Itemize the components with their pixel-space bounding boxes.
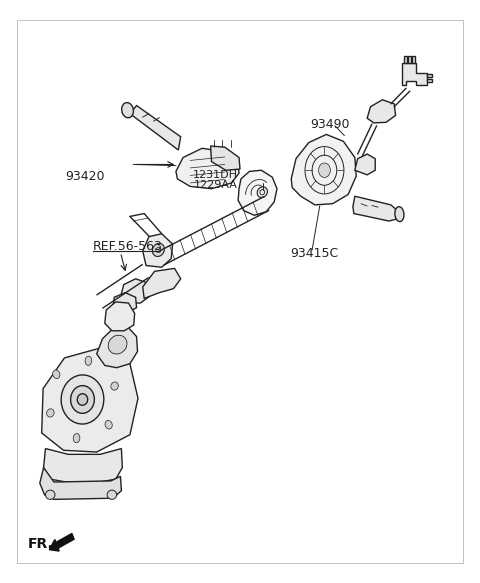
Polygon shape [113, 293, 137, 313]
Ellipse shape [108, 335, 127, 354]
Polygon shape [367, 100, 396, 123]
Ellipse shape [319, 163, 330, 177]
Ellipse shape [107, 490, 117, 500]
Polygon shape [355, 154, 375, 175]
Polygon shape [130, 106, 180, 150]
Text: REF.56-563: REF.56-563 [93, 240, 163, 253]
Polygon shape [96, 326, 137, 368]
Polygon shape [40, 468, 121, 500]
Text: 1229AA: 1229AA [194, 180, 238, 189]
Polygon shape [120, 279, 150, 303]
Polygon shape [105, 302, 135, 331]
Text: 1231DH: 1231DH [192, 170, 238, 180]
Text: 93415C: 93415C [290, 247, 338, 261]
Ellipse shape [111, 382, 119, 390]
Polygon shape [353, 196, 397, 221]
Polygon shape [143, 268, 180, 298]
Ellipse shape [121, 103, 133, 118]
Bar [427, 79, 432, 82]
Ellipse shape [395, 206, 404, 222]
FancyArrow shape [49, 533, 74, 551]
Ellipse shape [152, 243, 165, 257]
Bar [408, 57, 411, 64]
Ellipse shape [85, 356, 92, 366]
Bar [404, 57, 407, 64]
Polygon shape [176, 148, 239, 189]
Polygon shape [238, 170, 277, 215]
Polygon shape [291, 135, 356, 205]
Ellipse shape [73, 434, 80, 442]
Polygon shape [44, 448, 122, 485]
Ellipse shape [53, 370, 60, 378]
Polygon shape [42, 348, 138, 452]
Ellipse shape [257, 187, 267, 198]
Ellipse shape [46, 490, 55, 500]
Polygon shape [211, 146, 240, 170]
Polygon shape [143, 234, 173, 267]
Bar [412, 57, 415, 64]
Ellipse shape [61, 375, 104, 424]
Text: 93420: 93420 [65, 170, 105, 182]
Bar [427, 74, 432, 78]
Ellipse shape [71, 385, 95, 413]
Ellipse shape [47, 409, 54, 417]
Polygon shape [402, 64, 427, 85]
Text: 93490: 93490 [310, 118, 350, 131]
Text: FR.: FR. [27, 538, 53, 552]
Ellipse shape [77, 394, 88, 405]
Ellipse shape [105, 420, 112, 429]
